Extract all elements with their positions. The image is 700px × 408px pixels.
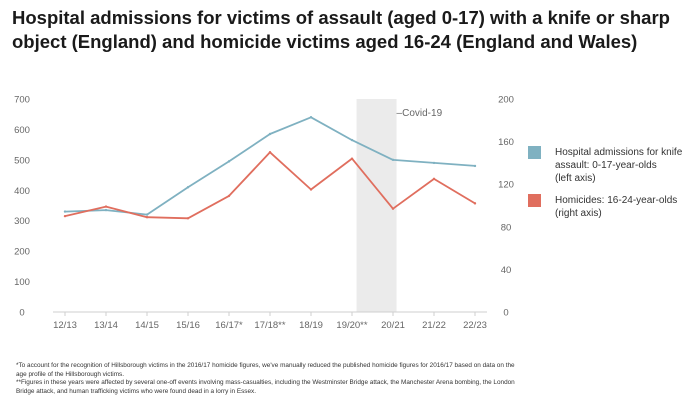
y-left-tick-label: 0: [19, 308, 24, 319]
x-tick-label: 21/22: [422, 320, 446, 331]
y-right-tick-label: 40: [501, 265, 512, 276]
x-tick-label: 20/21: [381, 320, 405, 331]
y-right-tick-label: 0: [503, 308, 508, 319]
data-point: [432, 177, 436, 181]
legend-label: Homicides: 16-24-year-olds: [555, 195, 677, 206]
data-point: [63, 214, 67, 218]
data-point: [227, 160, 231, 163]
y-left-tick-label: 500: [14, 155, 30, 166]
y-left-tick-label: 400: [14, 186, 30, 197]
legend-swatch: [528, 146, 541, 159]
series-line-0: [64, 116, 476, 216]
data-point: [350, 157, 354, 160]
axes: 0 100 200 300 400 500 600 700 0 40 80 120 160 200 12/1…: [14, 95, 514, 332]
data-point: [391, 207, 395, 210]
x-tick-label: 22/23: [463, 320, 487, 331]
data-point: [473, 202, 477, 205]
legend-label: assault: 0-17-year-olds: [555, 160, 657, 171]
footnote-hillsborough: *To account for the recognition of Hills…: [16, 362, 515, 378]
y-left-tick-label: 300: [14, 216, 30, 227]
data-point: [186, 217, 190, 220]
data-point: [186, 186, 190, 189]
covid-shade-layer: –Covid-19: [356, 99, 443, 312]
x-tick-label: 18/19: [299, 320, 323, 331]
x-tick-label: 13/14: [94, 320, 118, 331]
data-point: [145, 213, 149, 216]
legend: Hospital admissions for knife assault: 0-…: [528, 146, 683, 219]
legend-label: (right axis): [555, 208, 602, 219]
data-point: [432, 161, 436, 165]
footnotes: *To account for the recognition of Hills…: [16, 362, 516, 396]
legend-swatch: [528, 194, 541, 207]
y-right-tick-label: 80: [501, 222, 512, 233]
y-right-tick-label: 200: [498, 95, 514, 106]
data-point: [63, 210, 67, 213]
data-point: [309, 188, 313, 191]
footnote-mass-casualties: **Figures in these years were affected b…: [16, 379, 515, 395]
data-point: [104, 205, 108, 208]
data-point: [350, 138, 354, 142]
x-tick-label: 17/18**: [254, 320, 285, 331]
data-point: [227, 194, 231, 198]
y-left-tick-label: 100: [14, 277, 30, 288]
legend-label: (left axis): [555, 173, 596, 184]
data-point: [309, 116, 313, 119]
covid-annotation: –Covid-19: [397, 108, 443, 119]
y-left-tick-label: 700: [14, 95, 30, 106]
y-left-tick-label: 200: [14, 247, 30, 258]
data-point: [268, 151, 272, 154]
chart-title: Hospital admissions for victims of assau…: [12, 7, 670, 52]
legend-label: Hospital admissions for knife: [555, 147, 683, 158]
x-tick-label: 15/16: [176, 320, 200, 331]
series-layer: [63, 116, 477, 220]
x-tick-label: 16/17*: [215, 320, 243, 331]
y-right-tick-label: 160: [498, 137, 514, 148]
data-point: [391, 158, 395, 162]
x-tick-label: 12/13: [53, 320, 77, 331]
data-point: [145, 216, 149, 219]
x-tick-label: 19/20**: [336, 320, 367, 331]
data-point: [268, 132, 272, 136]
y-left-tick-label: 600: [14, 125, 30, 136]
y-right-tick-label: 120: [498, 180, 514, 191]
data-point: [104, 208, 108, 212]
x-tick-label: 14/15: [135, 320, 159, 331]
data-point: [473, 164, 477, 168]
